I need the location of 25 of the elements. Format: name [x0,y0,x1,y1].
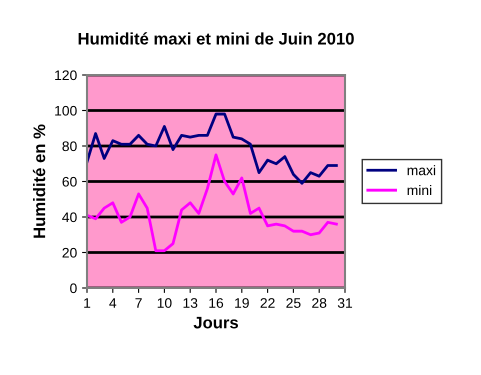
y-tick-label: 40 [62,212,77,222]
x-tick-label: 13 [184,298,198,308]
x-tick-label: 16 [209,298,224,308]
x-tick-label: 4 [109,298,116,308]
x-tick-label: 7 [135,298,142,308]
y-tick-label: 80 [62,141,77,152]
x-axis-title: Jours [194,316,238,328]
x-tick-label: 22 [260,298,275,308]
chart-title: Humidité maxi et mini de Juin 2010 [78,32,354,45]
legend-label: mini [408,184,432,196]
x-tick-label: 25 [286,298,301,308]
y-tick-label: 60 [62,176,77,187]
legend-label: maxi [408,165,436,176]
x-tick-label: 31 [338,298,352,308]
y-tick-label: 0 [70,283,77,294]
x-tick-label: 1 [84,298,90,308]
x-tick-label: 10 [158,298,172,308]
y-tick-label: 120 [55,70,77,80]
line-series [87,112,338,185]
y-axis-title: Humidité en % [32,124,46,238]
line-series [87,153,338,252]
y-tick-label: 100 [55,106,77,116]
y-tick-label: 20 [62,248,77,258]
x-tick-label: 19 [235,298,249,308]
x-tick-label: 28 [312,298,326,308]
